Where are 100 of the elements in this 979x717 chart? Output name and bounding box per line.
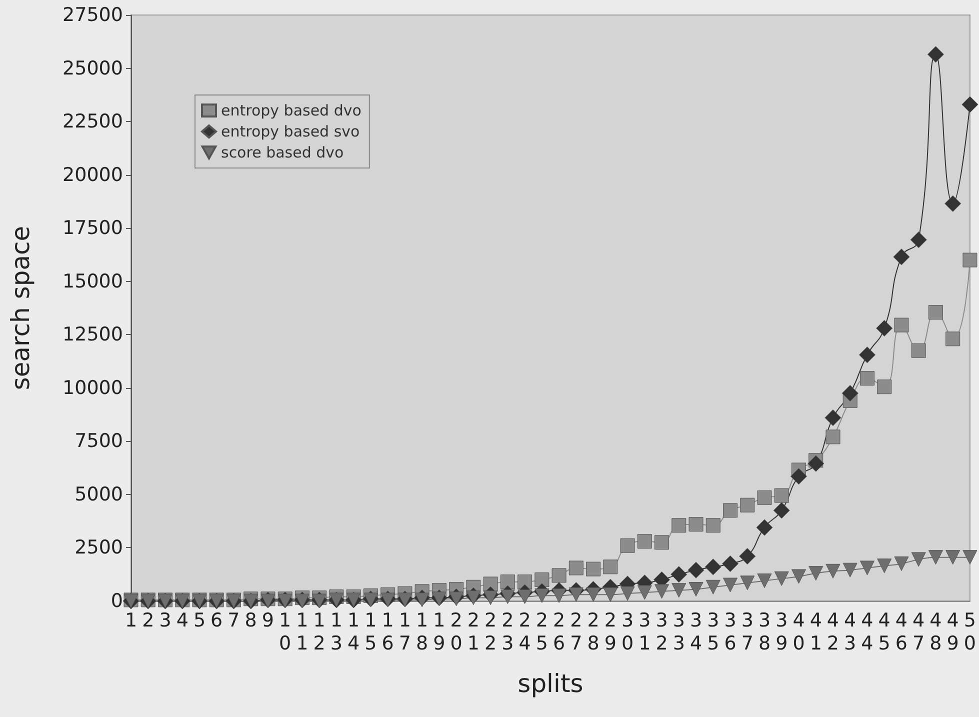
x-tick-label: 35 <box>707 610 720 654</box>
point <box>791 569 806 584</box>
point <box>654 584 670 599</box>
point <box>723 503 738 518</box>
point <box>706 518 720 533</box>
point <box>552 588 566 603</box>
x-tick-label: 40 <box>792 610 805 654</box>
point <box>704 558 722 576</box>
point <box>552 568 566 583</box>
point <box>962 550 978 565</box>
point <box>534 588 550 603</box>
point <box>757 490 772 505</box>
x-tick-label: 24 <box>518 610 531 654</box>
x-tick-label: 1 <box>124 610 138 632</box>
y-tick-label: 7500 <box>74 430 123 452</box>
y-axis-title: search space <box>6 226 35 390</box>
point <box>568 587 584 602</box>
point <box>946 332 960 346</box>
x-tick-label: 48 <box>930 610 942 654</box>
point <box>670 566 688 583</box>
point <box>620 538 635 553</box>
point <box>672 518 686 533</box>
point <box>877 380 892 394</box>
x-tick-label: 42 <box>826 610 840 654</box>
point <box>740 576 755 590</box>
x-tick-label: 13 <box>330 610 343 654</box>
point <box>962 252 978 268</box>
y-tick-label: 20000 <box>62 164 123 186</box>
point <box>944 195 962 212</box>
point <box>500 589 515 604</box>
x-tick-label: 9 <box>262 610 274 632</box>
point <box>824 409 842 426</box>
x-tick-label: 15 <box>364 610 377 654</box>
x-tick-label: 16 <box>382 610 394 654</box>
point <box>756 519 773 536</box>
point <box>534 572 550 587</box>
x-tick-label: 38 <box>758 610 771 654</box>
y-tick-label: 22500 <box>62 110 123 133</box>
point <box>706 580 720 594</box>
x-tick-label: 22 <box>484 610 497 654</box>
x-tick-label: 17 <box>398 610 411 654</box>
point <box>860 560 874 576</box>
x-tick-label: 5 <box>193 610 206 632</box>
x-axis-title: splits <box>518 669 584 698</box>
point <box>586 587 601 602</box>
x-tick-label: 39 <box>776 610 788 654</box>
point <box>449 592 464 606</box>
y-tick-label: 5000 <box>74 483 123 506</box>
x-tick-label: 30 <box>621 610 634 654</box>
x-tick-label: 45 <box>878 610 890 654</box>
x-tick-label: 14 <box>348 610 360 654</box>
point <box>962 96 978 113</box>
x-tick-label: 37 <box>741 610 754 654</box>
legend-label: entropy based svo <box>221 122 360 140</box>
point <box>928 305 943 320</box>
point <box>808 455 824 472</box>
x-tick-label: 3 4 <box>690 610 702 654</box>
x-tick-label: 29 <box>604 610 616 654</box>
point <box>894 556 909 571</box>
point <box>722 555 739 572</box>
x-tick-label: 8 <box>244 610 257 632</box>
x-tick-label: 44 <box>861 610 874 654</box>
x-tick-label: 3 <box>159 610 172 632</box>
point <box>688 562 704 578</box>
point <box>858 346 876 364</box>
point <box>757 574 772 588</box>
y-tick-label: 10000 <box>62 376 123 399</box>
x-tick-label: 20 <box>450 610 462 654</box>
point <box>483 590 498 606</box>
x-tick-label: 47 <box>912 610 925 654</box>
point <box>654 535 670 550</box>
y-tick-label: 12500 <box>62 324 123 346</box>
x-tick-label: 2 <box>142 610 154 632</box>
point <box>773 502 790 519</box>
x-tick-label: 19 <box>433 610 446 654</box>
x-tick-label: 32 <box>656 610 668 654</box>
point <box>894 318 909 332</box>
x-tick-label: 46 <box>895 610 908 654</box>
point <box>910 232 927 248</box>
point <box>672 583 686 598</box>
point <box>414 592 430 608</box>
x-tick-label: 31 <box>638 610 651 654</box>
y-tick-label: 17500 <box>62 217 123 240</box>
x-tick-label: 11 <box>296 610 308 654</box>
point <box>739 548 756 564</box>
point <box>860 371 874 386</box>
x-tick-label: 28 <box>587 610 600 654</box>
point <box>466 590 481 606</box>
point <box>826 430 840 444</box>
point <box>842 384 858 402</box>
point <box>826 564 840 578</box>
x-tick-label: 10 <box>279 610 292 654</box>
x-tick-label: 25 <box>536 610 548 654</box>
point <box>927 46 944 63</box>
y-tick-label: 25000 <box>62 57 123 80</box>
x-tick-label: 43 <box>844 610 856 654</box>
x-tick-label: 26 <box>552 610 566 654</box>
legend-label: score based dvo <box>221 144 344 162</box>
point <box>637 534 652 549</box>
y-tick-label: 0 <box>110 590 123 612</box>
